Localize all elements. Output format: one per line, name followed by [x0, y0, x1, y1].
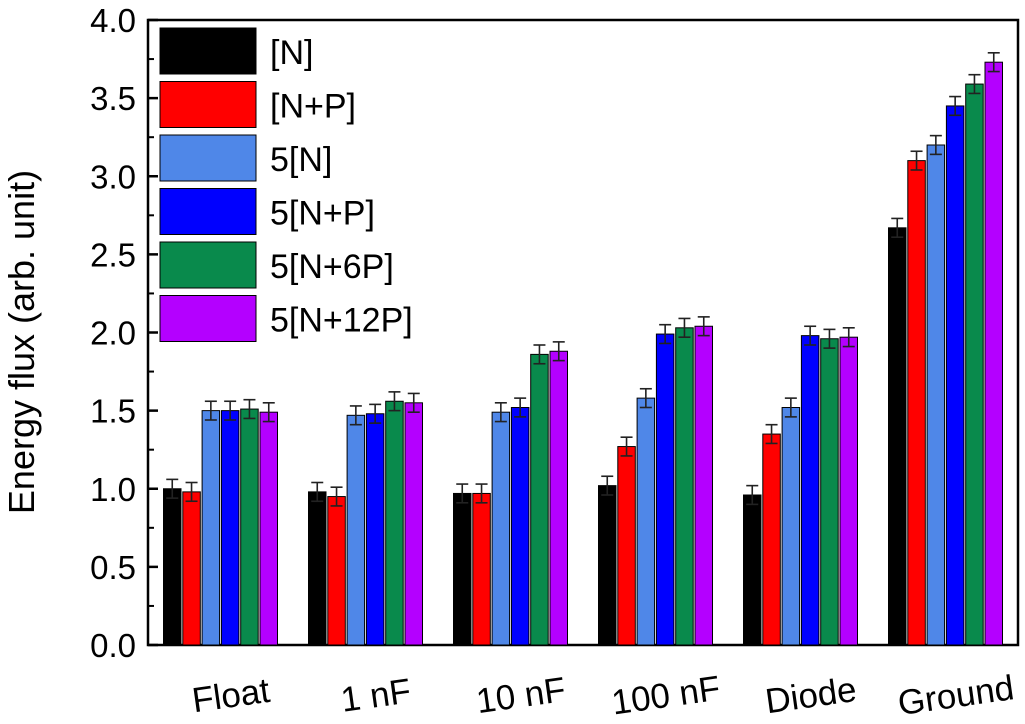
- legend-label: 5[N+P]: [270, 195, 375, 233]
- bar: [926, 144, 946, 646]
- y-tick-label: 0.0: [90, 627, 136, 664]
- legend-label: 5[N]: [270, 141, 332, 179]
- bar: [201, 410, 221, 646]
- x-tick-label: Float: [190, 671, 273, 720]
- legend-label: 5[N+6P]: [270, 248, 394, 286]
- bar: [385, 400, 404, 646]
- bar: [404, 402, 423, 646]
- bar: [820, 338, 839, 646]
- bar: [636, 397, 656, 646]
- legend-swatch: [159, 27, 257, 75]
- bar: [888, 227, 907, 646]
- bar: [907, 160, 926, 646]
- y-tick-label: 0.5: [90, 549, 136, 586]
- legend-label: 5[N+12P]: [270, 302, 413, 340]
- bar: [491, 411, 511, 646]
- y-tick-label: 3.0: [90, 158, 136, 195]
- bar: [259, 411, 278, 646]
- bar: [327, 496, 346, 646]
- bar: [308, 491, 327, 646]
- bar: [530, 353, 549, 646]
- legend-swatch: [159, 241, 257, 289]
- bar: [598, 485, 617, 646]
- bar: [365, 413, 385, 646]
- y-tick-label: 3.5: [90, 80, 136, 117]
- bar: [965, 83, 984, 646]
- plot-area: 0.0 0.5 1.0 1.5 2.0 2.5 3.0 3.5 4.0 Float 1 nF 10 n…: [90, 2, 1020, 723]
- legend-label: [N]: [270, 34, 313, 72]
- bar: [839, 336, 858, 646]
- bar: [984, 61, 1003, 646]
- bar: [781, 407, 801, 646]
- bar: [240, 408, 259, 646]
- x-tick-label: Ground: [895, 668, 1016, 723]
- bar: [800, 335, 820, 646]
- bar: [182, 491, 201, 646]
- bar: [762, 433, 781, 646]
- y-tick-label: 2.0: [90, 315, 136, 352]
- legend-label: [N+P]: [270, 88, 356, 126]
- bar: [694, 325, 713, 646]
- legend-swatch: [159, 295, 257, 342]
- y-tick-label: 1.0: [90, 471, 136, 508]
- bar: [675, 327, 694, 646]
- bar: [163, 488, 182, 646]
- bar: [453, 492, 472, 646]
- bar: [346, 414, 366, 646]
- x-tick-label: 10 nF: [474, 670, 568, 721]
- x-tick-label: Diode: [763, 670, 859, 721]
- x-tick-label: 1 nF: [339, 671, 414, 719]
- legend-swatch: [159, 134, 257, 182]
- bar: [549, 350, 568, 646]
- y-tick-label: 1.5: [90, 393, 136, 430]
- bar: [617, 446, 636, 646]
- bar: [655, 333, 675, 646]
- y-axis-title: Energy flux (arb. unit): [1, 170, 42, 514]
- y-tick-label: 4.0: [90, 2, 136, 39]
- bar: [945, 105, 965, 646]
- legend-swatch: [159, 81, 257, 128]
- y-tick-label: 2.5: [90, 236, 136, 273]
- bar: [743, 494, 762, 646]
- legend-swatch: [159, 188, 257, 235]
- bar: [510, 407, 530, 646]
- x-tick-label: 100 nF: [609, 669, 722, 723]
- bar: [472, 492, 491, 646]
- bar: [220, 410, 240, 646]
